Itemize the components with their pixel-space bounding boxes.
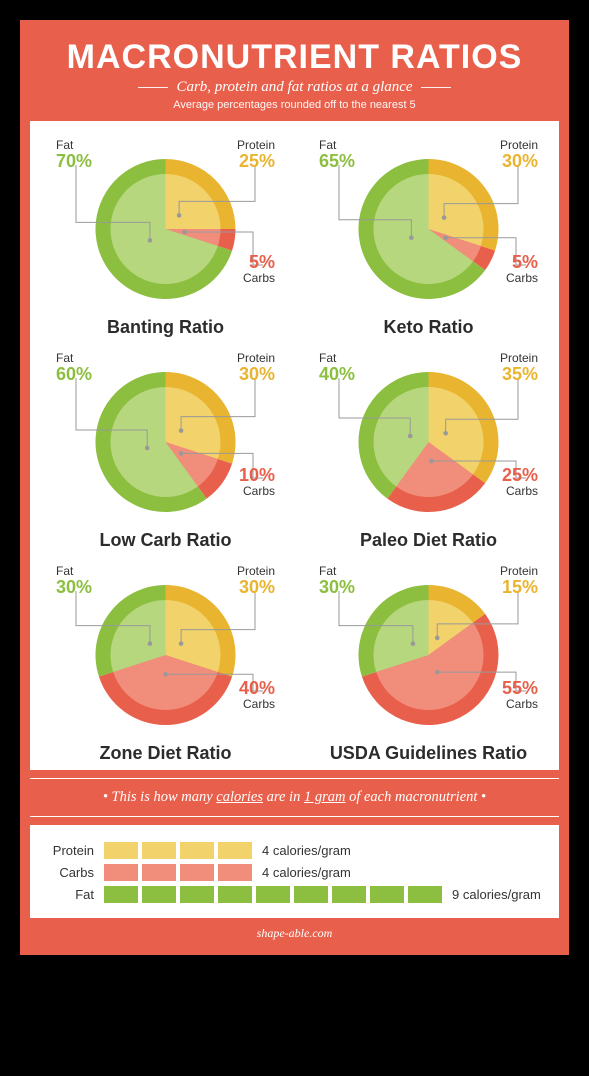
fat-label: Fat30% — [56, 565, 92, 596]
subtitle: Carb, protein and fat ratios at a glance — [176, 79, 412, 96]
legend-row: Protein 4 calories/gram — [44, 842, 545, 859]
chart-cell: Fat70% Protein25% 5%Carbs Banting Ratio — [38, 137, 293, 338]
chart-title: Paleo Diet Ratio — [301, 530, 556, 551]
legend-value: 9 calories/gram — [452, 887, 541, 902]
subtitle-row: Carb, protein and fat ratios at a glance — [34, 79, 555, 96]
legend-block — [142, 864, 176, 881]
legend-block — [218, 842, 252, 859]
header-note: Average percentages rounded off to the n… — [34, 99, 555, 111]
chart-cell: Fat40% Protein35% 25%Carbs Paleo Diet Ratio — [301, 350, 556, 551]
protein-label: Protein30% — [237, 352, 275, 383]
protein-label: Protein30% — [237, 565, 275, 596]
chart-cell: Fat30% Protein15% 55%Carbs USDA Guidelines … — [301, 563, 556, 764]
legend-block — [218, 886, 252, 903]
carbs-label: 55%Carbs — [502, 679, 538, 710]
legend-block — [180, 886, 214, 903]
divider-left — [138, 87, 168, 88]
carbs-label: 40%Carbs — [239, 679, 275, 710]
legend-block — [218, 864, 252, 881]
chart-title: Low Carb Ratio — [38, 530, 293, 551]
pie-inner — [110, 387, 220, 497]
pie-inner — [111, 174, 221, 284]
carbs-label: 5%Carbs — [243, 253, 275, 284]
chart-cell: Fat60% Protein30% 10%Carbs Low Carb Ratio — [38, 350, 293, 551]
chart-title: Banting Ratio — [38, 317, 293, 338]
legend-block — [294, 886, 328, 903]
chart-title: Zone Diet Ratio — [38, 743, 293, 764]
legend-block — [180, 864, 214, 881]
carbs-label: 5%Carbs — [506, 253, 538, 284]
divider-right — [421, 87, 451, 88]
chart-cell: Fat30% Protein30% 40%Carbs Zone Diet Ratio — [38, 563, 293, 764]
legend-row: Carbs 4 calories/gram — [44, 864, 545, 881]
legend-block — [104, 864, 138, 881]
legend-name: Fat — [44, 887, 94, 902]
pie-inner — [374, 174, 484, 284]
info-text-prefix: • This is how many — [103, 789, 216, 805]
info-text-mid: are in — [263, 789, 304, 805]
legend-block — [142, 842, 176, 859]
legend-value: 4 calories/gram — [262, 843, 351, 858]
fat-label: Fat40% — [319, 352, 355, 383]
calories-info-bar: • This is how many calories are in 1 gra… — [30, 778, 559, 817]
header: MACRONUTRIENT RATIOS Carb, protein and f… — [24, 24, 565, 121]
infographic-card: MACRONUTRIENT RATIOS Carb, protein and f… — [20, 20, 569, 955]
legend-block — [370, 886, 404, 903]
footer-credit: shape-able.com — [24, 918, 565, 951]
chart-cell: Fat65% Protein30% 5%Carbs Keto Ratio — [301, 137, 556, 338]
protein-label: Protein25% — [237, 139, 275, 170]
page-title: MACRONUTRIENT RATIOS — [34, 38, 555, 77]
legend-blocks — [104, 886, 442, 903]
protein-label: Protein35% — [500, 352, 538, 383]
legend-name: Carbs — [44, 865, 94, 880]
pie-inner — [374, 600, 484, 710]
legend-blocks — [104, 864, 252, 881]
pie-inner — [111, 600, 221, 710]
protein-label: Protein30% — [500, 139, 538, 170]
carbs-label: 10%Carbs — [239, 466, 275, 497]
chart-title: USDA Guidelines Ratio — [301, 743, 556, 764]
protein-label: Protein15% — [500, 565, 538, 596]
legend-block — [256, 886, 290, 903]
info-text-u1: calories — [216, 789, 263, 805]
pie-inner — [374, 387, 484, 497]
info-text-suffix: of each macronutrient • — [345, 789, 486, 805]
carbs-label: 25%Carbs — [502, 466, 538, 497]
legend-value: 4 calories/gram — [262, 865, 351, 880]
legend-block — [104, 842, 138, 859]
legend-block — [104, 886, 138, 903]
legend-block — [332, 886, 366, 903]
legend-block — [142, 886, 176, 903]
legend-row: Fat 9 calories/gram — [44, 886, 545, 903]
fat-label: Fat70% — [56, 139, 92, 170]
legend-blocks — [104, 842, 252, 859]
fat-label: Fat65% — [319, 139, 355, 170]
legend-block — [180, 842, 214, 859]
chart-title: Keto Ratio — [301, 317, 556, 338]
charts-grid: Fat70% Protein25% 5%Carbs Banting Ratio Fat… — [30, 121, 559, 770]
legend-block — [408, 886, 442, 903]
info-text-u2: 1 gram — [304, 789, 346, 805]
legend-panel: Protein 4 calories/gram Carbs 4 calories/gr… — [30, 825, 559, 918]
fat-label: Fat30% — [319, 565, 355, 596]
fat-label: Fat60% — [56, 352, 92, 383]
legend-name: Protein — [44, 843, 94, 858]
